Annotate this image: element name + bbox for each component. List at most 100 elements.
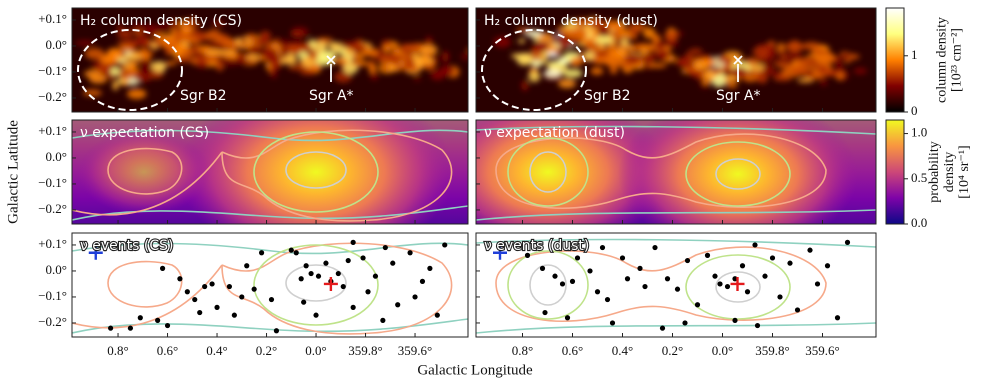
map-cell (84, 48, 105, 60)
y-tick-label: 0.0° (46, 262, 67, 277)
map-cell (744, 75, 757, 83)
map-cell (643, 27, 656, 39)
event-point (273, 328, 280, 334)
map-cell (351, 60, 370, 67)
contour (221, 242, 453, 335)
event-point (226, 283, 233, 290)
map-cell (493, 36, 511, 48)
event-point (539, 265, 546, 271)
map-cell (790, 66, 807, 76)
event-point (674, 286, 681, 292)
map-cell (89, 74, 108, 84)
panel-title: ν events (CS) (80, 238, 173, 254)
map-cell (516, 53, 533, 66)
map-cell (95, 63, 111, 74)
event-point (724, 283, 731, 290)
map-cell (299, 69, 317, 76)
event-point (345, 257, 351, 264)
map-cell (413, 75, 421, 82)
event-point (559, 281, 566, 287)
event-point (323, 260, 329, 266)
event-point (664, 276, 671, 282)
map-cell (327, 43, 343, 49)
event-point (360, 255, 366, 261)
map-cell (403, 43, 423, 52)
event-point (594, 289, 601, 295)
map-cell (554, 48, 562, 55)
y-tick-label: −0.1° (38, 63, 67, 78)
map-cell (797, 78, 814, 83)
map-cell (548, 60, 568, 66)
event-point (244, 263, 250, 269)
map-cell (442, 51, 449, 63)
map-cell (524, 29, 543, 37)
contour (253, 244, 379, 326)
map-cell (518, 38, 526, 44)
panel (72, 233, 468, 337)
map-cell (316, 37, 334, 43)
event-point (192, 296, 198, 303)
y-tick-label: +0.1° (38, 11, 67, 26)
y-tick-label: −0.2° (38, 89, 67, 104)
x-tick-label: 0.6° (157, 343, 178, 358)
cross-marker (323, 276, 338, 291)
map-cell (609, 67, 618, 74)
contour (253, 131, 379, 213)
annotations: Sgr B2 Sgr A* (77, 29, 354, 111)
map-cell (140, 59, 154, 69)
map-cell (345, 48, 354, 55)
x-tick-label: 359.6° (398, 343, 432, 358)
event-point (542, 309, 548, 316)
event-point (340, 283, 346, 290)
y-tick-label: −0.1° (38, 288, 67, 303)
map-cell (117, 68, 135, 80)
map-cell (599, 26, 611, 37)
contours (476, 125, 876, 221)
map-cell (528, 70, 541, 83)
map-cell (585, 38, 594, 51)
map-cell (75, 40, 95, 46)
map-cell (361, 48, 379, 57)
event-point (137, 315, 143, 321)
map-cell (380, 49, 387, 55)
contour (507, 137, 589, 207)
x-tick-label: 359.8° (348, 343, 382, 358)
contour (72, 242, 468, 255)
map-cell (655, 40, 666, 50)
event-point (552, 273, 558, 279)
colorbar (885, 7, 905, 113)
map-cell (726, 82, 738, 88)
contours (72, 129, 468, 222)
event-point (794, 307, 801, 313)
colorbar (885, 119, 905, 225)
event-point (569, 278, 576, 284)
panel-frame (71, 7, 469, 113)
colorbar-label: density (942, 152, 957, 192)
contour (529, 151, 567, 193)
colorbar-tick-label: 1 (911, 47, 918, 62)
highlight-ellipse (77, 29, 183, 111)
annotations: Sgr B2 Sgr A* (481, 29, 761, 111)
map-cell (751, 71, 759, 78)
contour (285, 151, 347, 189)
contour (715, 158, 761, 190)
map-cell (110, 67, 121, 76)
contour (221, 129, 453, 222)
event-point (159, 265, 166, 271)
contour (476, 125, 876, 135)
colorbar-label: probability (927, 141, 942, 202)
event-point (844, 239, 851, 245)
map-cell (640, 53, 656, 63)
y-tick-label: +0.1° (38, 236, 67, 251)
map-cell (752, 46, 770, 58)
event-point (427, 265, 433, 271)
y-axis-label: Galactic Latitude (5, 120, 21, 224)
panel-frame (475, 119, 877, 225)
map-cell (219, 58, 240, 67)
contour (107, 260, 183, 308)
source-marker (326, 55, 336, 82)
contours (72, 242, 468, 335)
event-point (177, 276, 183, 282)
x-tick-label: 359.8° (755, 343, 789, 358)
contour (107, 147, 183, 195)
